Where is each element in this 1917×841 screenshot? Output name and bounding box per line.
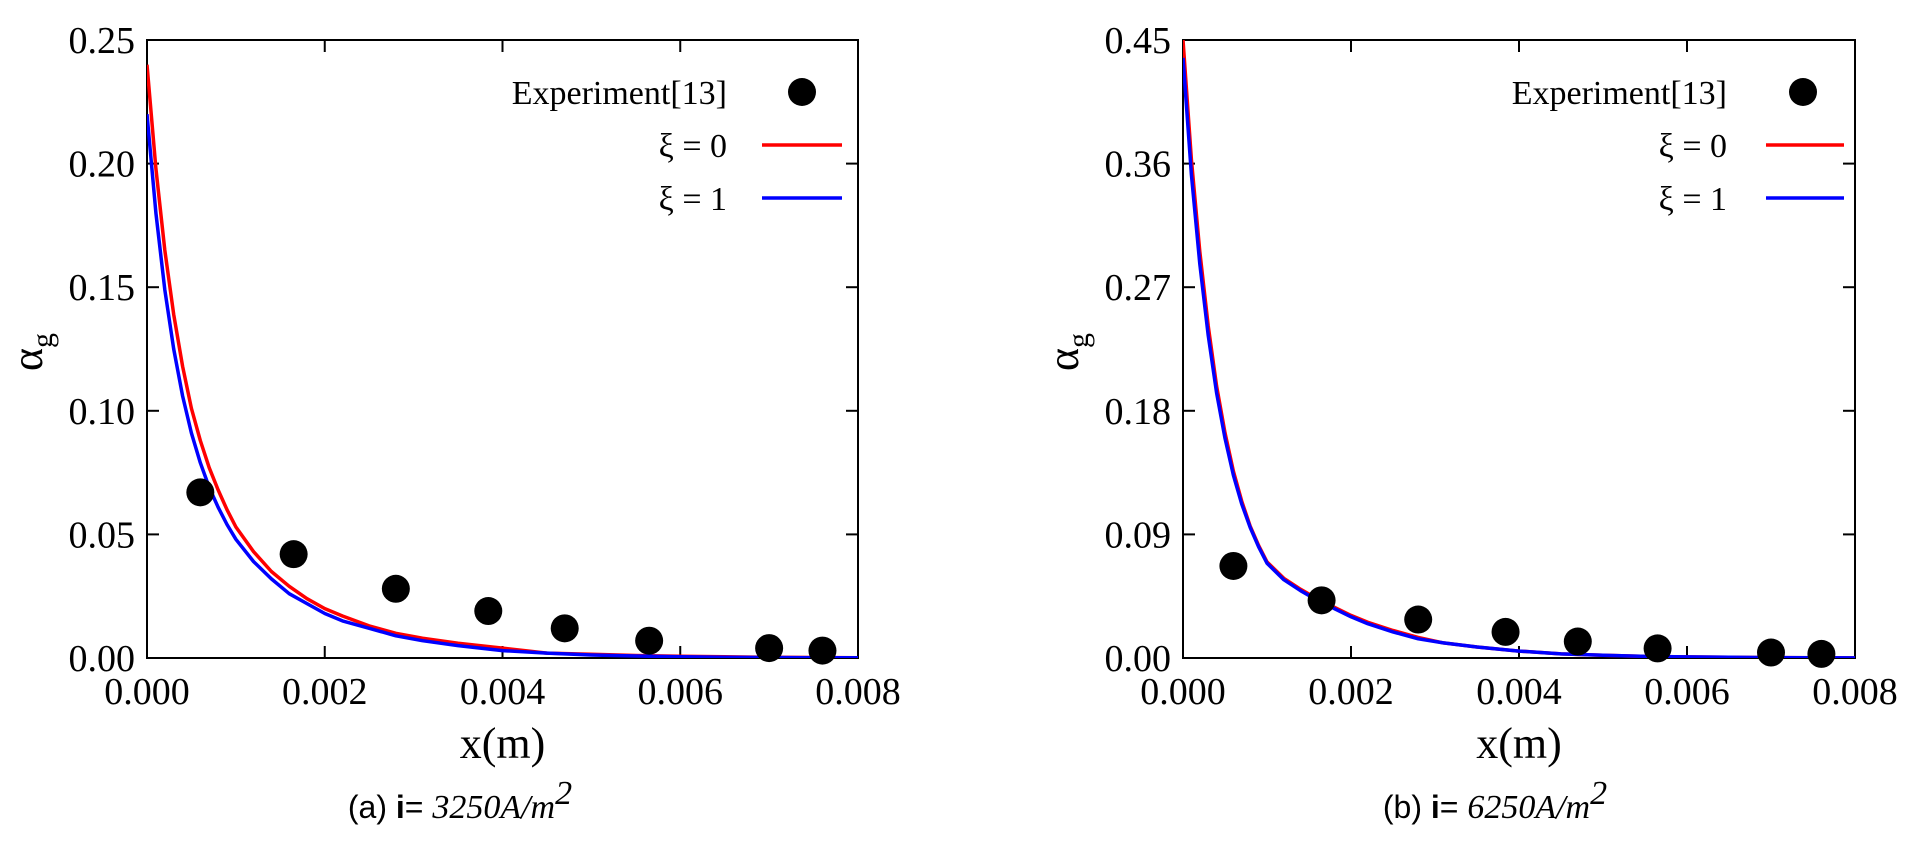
y-axis-label-symbol: α: [1039, 348, 1088, 371]
y-tick-label: 0.27: [1105, 267, 1172, 309]
y-axis-label: αg: [1039, 333, 1095, 371]
x-tick-label: 0.002: [282, 671, 368, 713]
x-tick-label: 0.004: [460, 671, 546, 713]
caption-value: 6250: [1467, 789, 1535, 826]
experiment-point: [1807, 639, 1836, 668]
legend-label-series-0: ξ = 0: [1659, 128, 1727, 165]
legend-label-series-1: ξ = 1: [1659, 181, 1727, 218]
legend-marker-experiment: [788, 78, 816, 106]
legend-label-series-0: ξ = 0: [659, 128, 727, 165]
caption-value: 3250: [431, 789, 500, 826]
x-axis-label: x(m): [460, 719, 546, 768]
legend-label-experiment: Experiment[13]: [512, 75, 727, 112]
caption-prefix: (b): [1383, 789, 1431, 825]
x-tick-label: 0.004: [1476, 671, 1562, 713]
y-tick-label: 0.10: [69, 391, 136, 433]
y-tick-label: 0.45: [1105, 20, 1172, 62]
series-line-1: [147, 114, 858, 658]
caption-variable: i: [396, 789, 405, 825]
caption-prefix: (a): [348, 789, 396, 825]
series-line-0: [147, 64, 858, 658]
legend-marker-experiment: [1789, 78, 1817, 106]
x-tick-label: 0.008: [1812, 671, 1898, 713]
experiment-point: [186, 478, 215, 507]
experiment-point: [279, 540, 308, 569]
x-axis-label: x(m): [1476, 719, 1562, 768]
experiment-point: [1307, 586, 1336, 615]
series-line-1: [1183, 57, 1855, 658]
experiment-point: [550, 614, 579, 643]
caption-unit: A/m: [1533, 789, 1590, 826]
y-tick-label: 0.05: [69, 514, 136, 556]
y-tick-label: 0.15: [69, 267, 136, 309]
plot-frame: [146, 39, 859, 659]
experiment-point: [381, 574, 410, 603]
caption-variable: i: [1431, 789, 1440, 825]
series-line-0: [1183, 40, 1855, 658]
x-tick-label: 0.002: [1308, 671, 1394, 713]
caption-unit: A/m: [498, 789, 555, 826]
caption: (b) i= 6250A/m2: [1383, 775, 1607, 826]
y-axis-label: αg: [3, 333, 59, 371]
caption-exponent: 2: [555, 775, 572, 812]
y-tick-label: 0.18: [1105, 391, 1172, 433]
y-tick-label: 0.20: [69, 144, 136, 186]
legend-label-series-1: ξ = 1: [659, 181, 727, 218]
experiment-point: [1643, 634, 1672, 663]
experiment-point: [1491, 617, 1520, 646]
experiment-point: [1219, 551, 1248, 580]
experiment-point: [755, 634, 784, 663]
x-tick-label: 0.008: [815, 671, 901, 713]
caption-equals: =: [405, 789, 433, 825]
x-tick-label: 0.006: [638, 671, 724, 713]
caption: (a) i= 3250A/m2: [348, 775, 572, 826]
y-axis-label-subscript: g: [1062, 333, 1095, 348]
y-tick-label: 0.36: [1105, 144, 1172, 186]
y-tick-label: 0.25: [69, 20, 136, 62]
y-axis-label-subscript: g: [26, 333, 59, 348]
experiment-point: [1757, 638, 1785, 667]
y-axis-label-symbol: α: [3, 348, 52, 371]
y-tick-label: 0.09: [1105, 514, 1172, 556]
x-tick-label: 0.006: [1644, 671, 1730, 713]
experiment-point: [1404, 605, 1433, 634]
experiment-point: [1563, 627, 1592, 656]
caption-equals: =: [1440, 789, 1468, 825]
caption-exponent: 2: [1590, 775, 1607, 812]
chart-b: 0.00 0.09 0.18 0.27 0.36 0.45 0.000 0.002 0.004 0…: [1039, 20, 1898, 826]
plot-frame: [1182, 39, 1856, 659]
experiment-point: [808, 636, 837, 665]
legend-label-experiment: Experiment[13]: [1512, 75, 1727, 112]
y-tick-label: 0.00: [1105, 638, 1172, 680]
experiment-point: [474, 597, 503, 626]
experiment-point: [635, 626, 664, 655]
chart-a: 0.00 0.05 0.10 0.15 0.20 0.25 0.000 0.002 0.004 0…: [3, 20, 901, 826]
x-tick-label: 0.000: [104, 671, 190, 713]
x-tick-label: 0.000: [1140, 671, 1226, 713]
y-tick-label: 0.00: [69, 638, 136, 680]
